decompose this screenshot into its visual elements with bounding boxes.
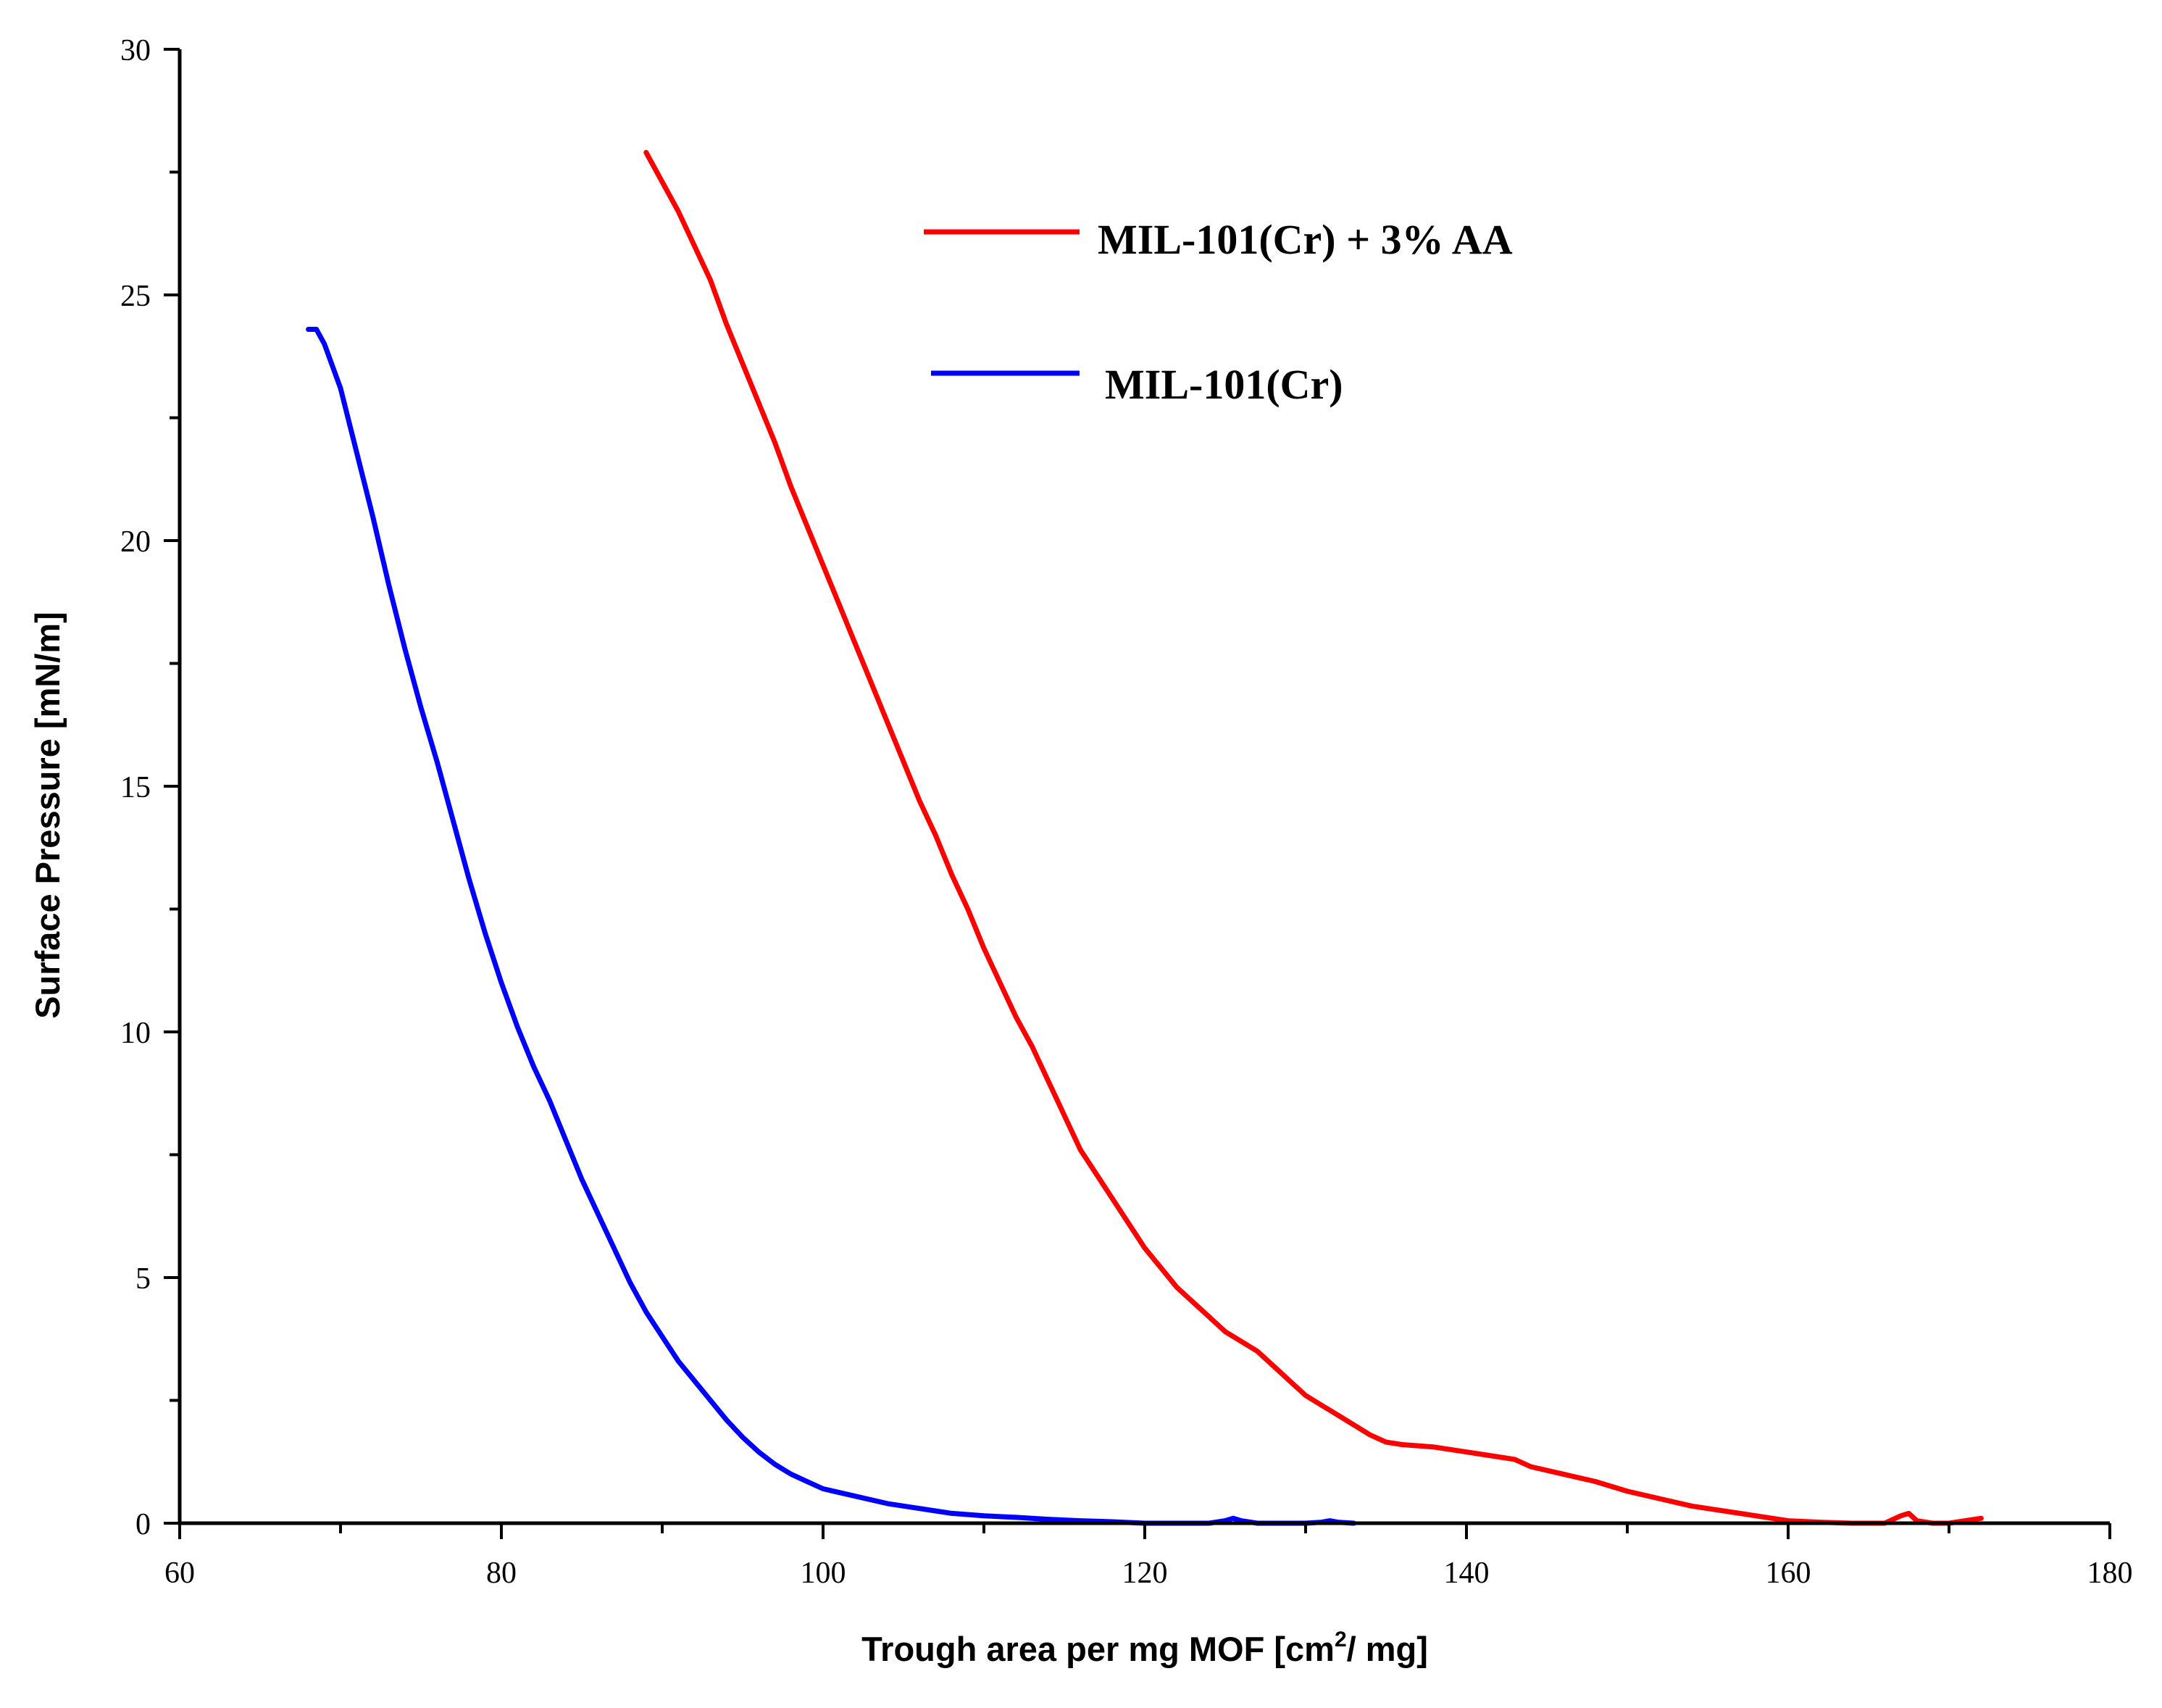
series-line-mil101 [306,327,1357,1526]
y-ticks: 0 5 10 15 20 25 30 [120,34,180,1541]
series-layer [306,149,1984,1526]
y-tick-label: 25 [120,280,151,313]
legend-label-mil: MIL-101(Cr) [1105,361,1343,408]
x-tick-label: 100 [801,1557,846,1590]
legend-label-aa: MIL-101(Cr) + 3% AA [1098,216,1513,263]
series-line-mil101-aa [643,149,1984,1526]
y-tick-label: 20 [120,525,151,559]
y-axis-title: Surface Pressure [mN/m] [28,612,67,1019]
x-tick-label: 80 [486,1557,517,1590]
x-ticks: 60 80 100 120 140 160 180 [164,1523,2133,1590]
plot-area: 60 80 100 120 140 160 180 0 5 10 15 20 25 30 [120,34,2133,1590]
y-tick-label: 30 [120,34,151,67]
x-tick-label: 180 [2087,1557,2133,1590]
y-tick-label: 10 [120,1017,151,1050]
y-tick-label: 5 [135,1262,151,1296]
y-tick-label: 0 [135,1508,151,1541]
y-tick-label: 15 [120,771,151,804]
x-tick-label: 60 [164,1557,195,1590]
x-tick-label: 160 [1766,1557,1811,1590]
x-tick-label: 140 [1444,1557,1490,1590]
x-axis-title: Trough area per mg MOF [cm2/ mg] [861,1628,1428,1668]
x-tick-label: 120 [1122,1557,1168,1590]
legend: MIL-101(Cr) + 3% AA MIL-101(Cr) [924,216,1513,408]
